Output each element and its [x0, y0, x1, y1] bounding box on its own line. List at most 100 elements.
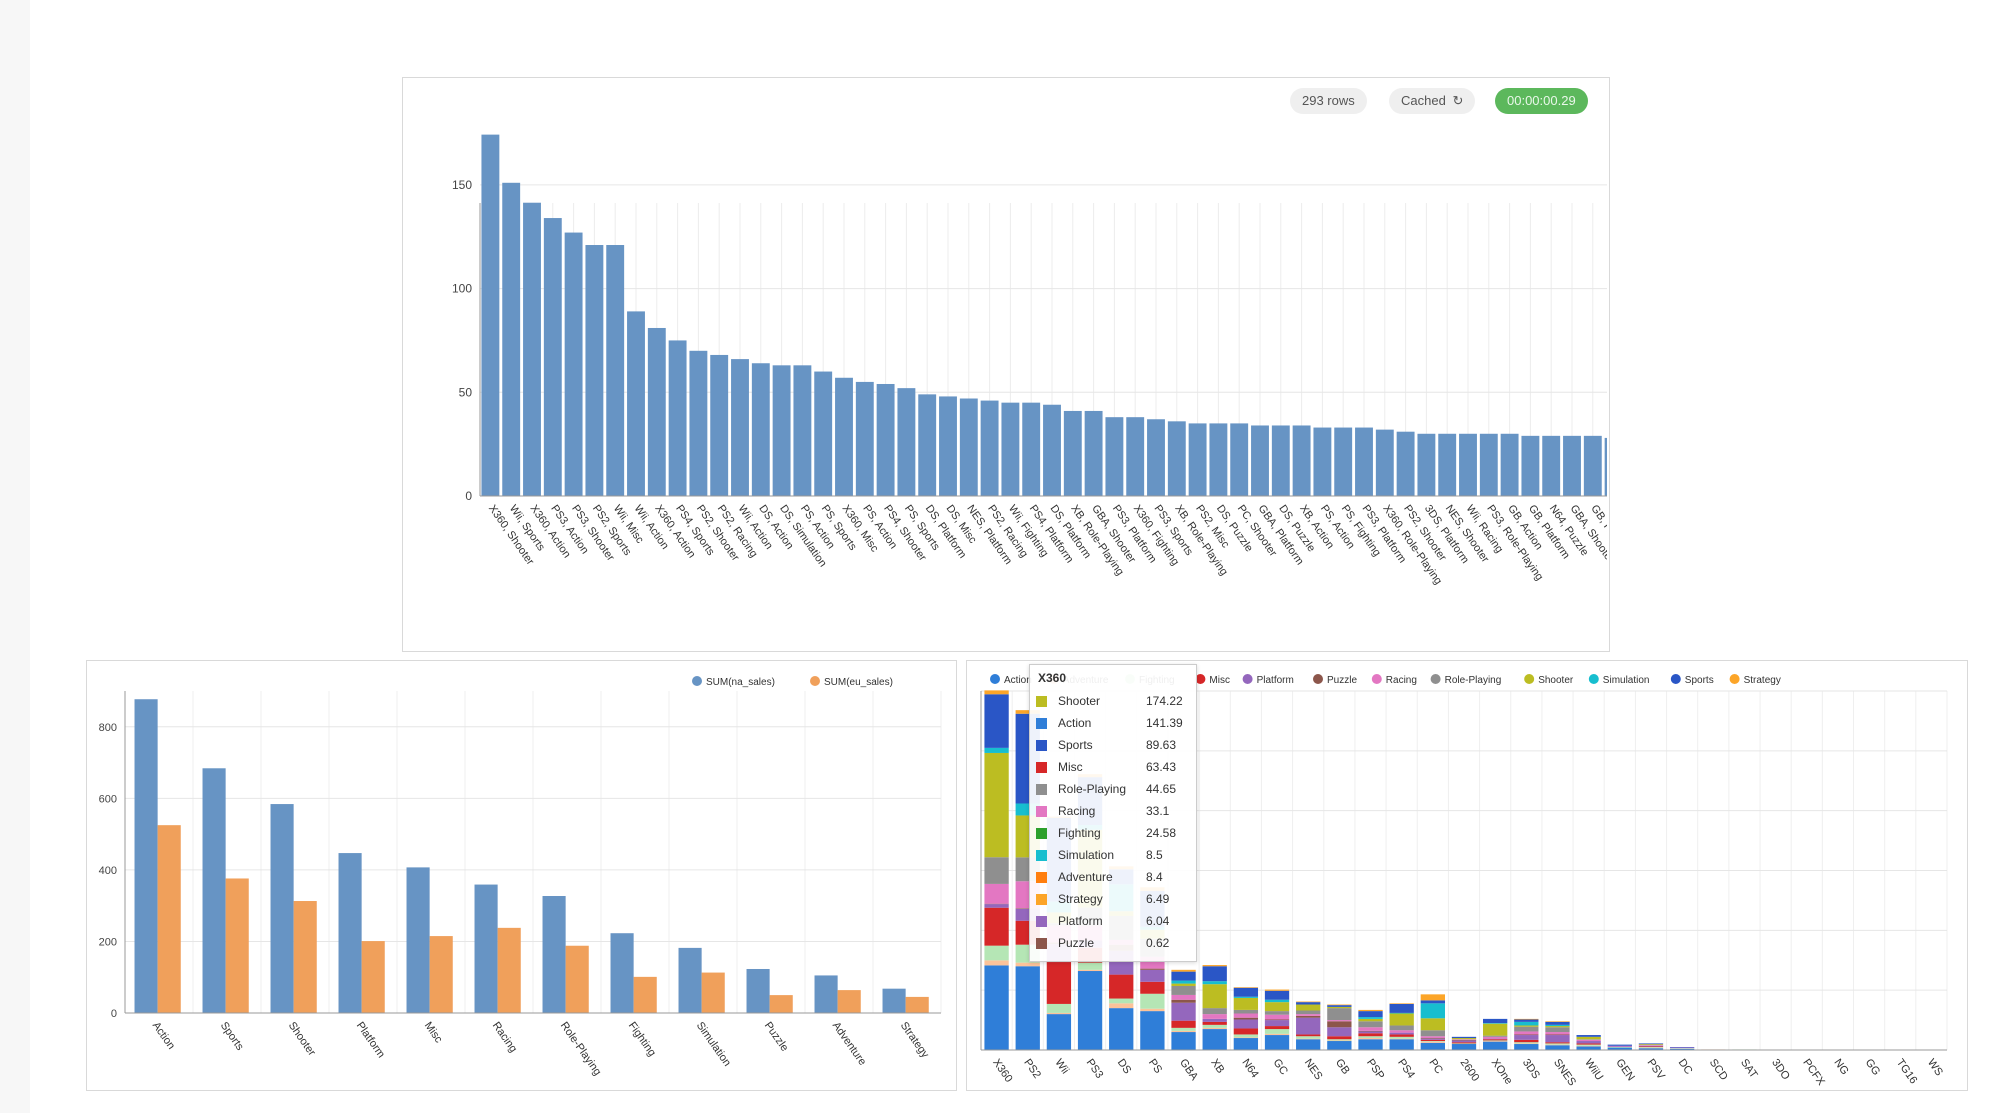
stacked-segment — [1358, 1038, 1383, 1040]
bar-eu — [769, 995, 793, 1013]
stacked-segment — [1483, 1040, 1508, 1042]
x-tick-label: Strategy — [898, 1020, 932, 1061]
legend-marker — [1242, 674, 1253, 684]
bar — [710, 354, 729, 496]
stacked-segment — [1296, 1038, 1321, 1040]
cached-label: Cached — [1401, 93, 1446, 108]
stacked-segment — [1015, 803, 1040, 816]
bar — [481, 134, 500, 496]
bar — [855, 381, 874, 496]
stacked-segment — [1358, 1017, 1383, 1019]
stacked-segment — [1109, 1008, 1134, 1050]
stacked-segment — [1327, 1008, 1352, 1021]
bar-eu — [429, 936, 453, 1013]
stacked-segment — [1296, 1002, 1321, 1005]
stacked-segment — [1514, 1021, 1539, 1026]
bar — [1334, 427, 1353, 496]
tooltip-swatch — [1036, 784, 1047, 795]
stacked-segment — [1451, 1042, 1477, 1044]
stacked-segment — [1669, 1048, 1695, 1049]
x-tick-label: XOne — [1489, 1057, 1515, 1087]
stacked-segment — [1420, 1000, 1445, 1004]
stacked-segment — [1140, 956, 1165, 969]
legend-label: Platform — [1257, 675, 1294, 686]
stacked-segment — [984, 904, 1009, 908]
stacked-bar-chart: X360 PS2 Wii PS3 DS PS GBA XB N64 GC NES GB PSP PS4 PC… — [980, 674, 1948, 1088]
stacked-segment — [1576, 1036, 1601, 1040]
y-tick-label: 200 — [99, 936, 117, 948]
legend-marker — [1313, 674, 1323, 684]
bar — [647, 327, 666, 496]
bar — [627, 311, 645, 496]
stacked-segment — [1483, 1023, 1508, 1024]
x-tick-label: DC — [1676, 1057, 1695, 1077]
stacked-segment — [984, 960, 1009, 966]
refresh-icon[interactable]: ↻ — [1452, 93, 1464, 108]
stacked-segment — [1358, 1036, 1383, 1039]
bar-eu — [293, 901, 317, 1013]
bar-na — [202, 768, 226, 1013]
tooltip-value: 8.4 — [1146, 870, 1163, 884]
tooltip-series-name: Platform — [1058, 914, 1103, 928]
stacked-segment — [1451, 1038, 1477, 1040]
stacked-segment — [1389, 1003, 1414, 1013]
chart-tooltip: X360 Shooter 174.22 Action 141.39 Sports 89.6… — [1029, 664, 1197, 962]
x-tick-label: GEN — [1613, 1057, 1637, 1083]
bar — [564, 232, 583, 496]
stacked-segment — [1171, 1002, 1196, 1021]
stacked-segment — [1576, 1045, 1601, 1047]
stacked-segment — [1358, 1039, 1383, 1050]
stacked-segment — [1514, 1042, 1539, 1044]
legend-label: Puzzle — [1327, 675, 1357, 686]
x-tick-label: PC — [1426, 1057, 1445, 1076]
left-margin — [0, 0, 30, 1113]
stacked-segment — [1233, 997, 1259, 1010]
stacked-segment — [1389, 1039, 1414, 1050]
bar — [502, 182, 521, 496]
stacked-segment — [1140, 993, 1165, 1009]
stacked-segment — [1389, 1030, 1414, 1033]
bar — [689, 350, 708, 496]
stacked-segment — [1109, 998, 1134, 1004]
stacked-segment — [1233, 1009, 1259, 1014]
x-tick-label: GC — [1271, 1057, 1290, 1077]
stacked-segment — [1296, 1017, 1321, 1035]
y-tick-label: 0 — [465, 489, 472, 503]
stacked-segment — [1296, 1004, 1321, 1011]
x-tick-label: XB — [1208, 1057, 1226, 1076]
stacked-segment — [1202, 1014, 1227, 1019]
stacked-segment — [1576, 1039, 1601, 1040]
stacked-segment — [1015, 962, 1040, 967]
tooltip-row: Sports 89.63 — [1036, 737, 1186, 755]
bar-na — [610, 933, 634, 1013]
bar — [1583, 435, 1602, 496]
tooltip-row: Racing 33.1 — [1036, 803, 1186, 821]
stacked-segment — [1296, 1014, 1321, 1016]
stacked-segment — [1514, 1039, 1539, 1043]
tooltip-series-name: Action — [1058, 716, 1092, 730]
cached-badge[interactable]: Cached ↻ — [1389, 88, 1476, 114]
tooltip-value: 141.39 — [1146, 716, 1183, 730]
stacked-segment — [1638, 1044, 1664, 1046]
stacked-segment — [1046, 1003, 1072, 1013]
stacked-segment — [1638, 1047, 1664, 1048]
stacked-segment — [1171, 971, 1196, 981]
stacked-segment — [1077, 962, 1103, 970]
stacked-segment — [1202, 1027, 1227, 1030]
stacked-segment — [1420, 994, 1445, 1001]
bar — [814, 371, 833, 496]
stacked-segment — [1327, 1027, 1352, 1037]
legend-label: Simulation — [1603, 675, 1650, 686]
tooltip-row: Adventure 8.4 — [1036, 869, 1186, 887]
stacked-segment — [1358, 1031, 1383, 1034]
bar — [668, 340, 687, 496]
stacked-segment — [1420, 1041, 1445, 1043]
bar — [1147, 419, 1165, 496]
stacked-segment — [1202, 1008, 1227, 1015]
stacked-segment — [1140, 1011, 1165, 1050]
stacked-segment — [1202, 965, 1227, 967]
legend-label: Misc — [1209, 675, 1230, 686]
legend-marker — [1524, 674, 1535, 684]
tooltip-swatch — [1036, 828, 1047, 839]
